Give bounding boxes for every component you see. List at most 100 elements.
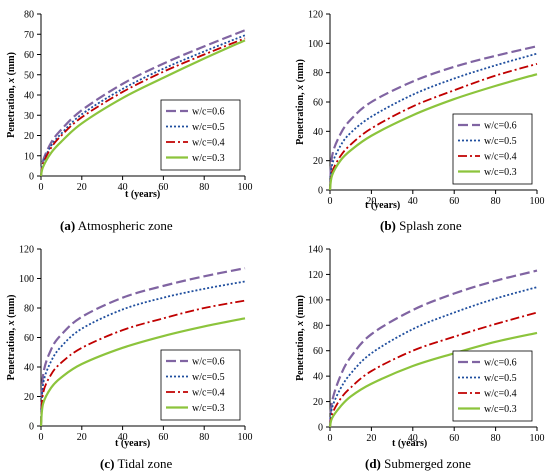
chart-a: 0 10 20 30 40 50 60 70 80 0 20 40 60 80 100 t (years) Pe… xyxy=(6,10,253,201)
y-tick-label: 10 xyxy=(24,151,34,162)
series-line-wc-0.4 xyxy=(40,37,246,177)
legend-label: w/c=0.3 xyxy=(192,403,225,414)
legend: w/c=0.6 w/c=0.5 w/c=0.4 w/c=0.3 xyxy=(452,113,533,185)
x-tick-label: 0 xyxy=(39,182,44,193)
x-tick-label: 0 xyxy=(328,196,333,207)
series-line-wc-0.5 xyxy=(329,286,538,428)
y-tick-label: 100 xyxy=(308,295,323,306)
legend-label: w/c=0.3 xyxy=(192,153,225,164)
y-tick-label: 50 xyxy=(24,70,34,81)
x-axis-title: t (years) xyxy=(365,200,400,211)
x-tick-label: 20 xyxy=(366,433,376,444)
legend-label: w/c=0.6 xyxy=(192,107,225,118)
x-tick-label: 60 xyxy=(449,196,459,207)
chart-b: 0 20 40 60 80 100 120 0 20 40 60 80 100 t (years) Pene… xyxy=(295,10,545,212)
y-tick-label: 0 xyxy=(318,423,323,434)
y-tick-label: 20 xyxy=(24,131,34,142)
series-line-wc-0.4 xyxy=(40,299,246,427)
y-tick-label: 60 xyxy=(313,98,323,109)
y-tick-label: 20 xyxy=(24,392,34,403)
series-line-wc-0.5 xyxy=(40,280,246,427)
legend-label: w/c=0.4 xyxy=(192,138,225,149)
x-tick-label: 100 xyxy=(530,433,545,444)
y-tick-label: 20 xyxy=(313,397,323,408)
y-tick-label: 30 xyxy=(24,111,34,122)
y-axis-title: Penetration, x (mm) xyxy=(6,295,17,381)
y-tick-label: 120 xyxy=(19,245,34,256)
y-tick-label: 80 xyxy=(24,304,34,315)
caption-a-letter: (a) xyxy=(60,218,76,233)
legend-label: w/c=0.4 xyxy=(192,388,225,399)
chart-d: 0 20 40 60 80 100 120 140 0 20 40 60 80 100 t (years) P… xyxy=(295,245,545,450)
y-tick-label: 60 xyxy=(24,50,34,61)
series-line-wc-0.3 xyxy=(328,331,538,428)
y-tick-label: 80 xyxy=(24,10,34,21)
y-tick-label: 80 xyxy=(313,321,323,332)
legend-label: w/c=0.5 xyxy=(484,136,517,147)
x-tick-label: 100 xyxy=(530,196,545,207)
y-tick-label: 0 xyxy=(318,186,323,197)
y-tick-label: 80 xyxy=(313,68,323,79)
series-line-wc-0.5 xyxy=(40,34,246,177)
legend-label: w/c=0.4 xyxy=(484,389,517,400)
legend-label: w/c=0.5 xyxy=(192,372,225,383)
caption-c-letter: (c) xyxy=(100,456,115,471)
legend-label: w/c=0.3 xyxy=(484,404,517,415)
x-tick-label: 40 xyxy=(118,432,128,443)
y-tick-label: 120 xyxy=(308,270,323,281)
legend: w/c=0.6 w/c=0.5 w/c=0.4 w/c=0.3 xyxy=(160,99,241,171)
y-tick-label: 60 xyxy=(313,346,323,357)
y-tick-label: 100 xyxy=(308,39,323,50)
x-tick-label: 40 xyxy=(408,433,418,444)
y-axis-title: Penetration, x (mm) xyxy=(6,52,17,138)
caption-d: (d) Submerged zone xyxy=(365,456,471,472)
legend-label: w/c=0.5 xyxy=(192,122,225,133)
chart-c: 0 20 40 60 80 100 120 0 20 40 60 80 100 t (years) Pene… xyxy=(6,245,253,450)
series-line-wc-0.5 xyxy=(329,52,538,191)
legend-label: w/c=0.6 xyxy=(484,121,517,132)
x-tick-label: 80 xyxy=(491,433,501,444)
y-tick-label: 0 xyxy=(29,422,34,433)
y-axis-title: Penetration, x (mm) xyxy=(295,59,306,145)
series-line-wc-0.4 xyxy=(329,63,538,191)
x-tick-label: 100 xyxy=(238,182,253,193)
caption-c-text: Tidal zone xyxy=(117,456,173,471)
y-tick-label: 60 xyxy=(24,333,34,344)
series-line-wc-0.6 xyxy=(328,45,538,191)
caption-d-letter: (d) xyxy=(365,456,381,471)
x-tick-label: 0 xyxy=(328,433,333,444)
legend-label: w/c=0.6 xyxy=(192,357,225,368)
x-tick-label: 100 xyxy=(238,432,253,443)
y-tick-label: 120 xyxy=(308,10,323,21)
y-tick-label: 40 xyxy=(313,127,323,138)
x-tick-label: 0 xyxy=(39,432,44,443)
x-tick-label: 20 xyxy=(77,182,87,193)
y-tick-label: 0 xyxy=(29,172,34,183)
x-tick-label: 20 xyxy=(77,432,87,443)
series-line-wc-0.6 xyxy=(39,267,246,427)
caption-a: (a) Atmospheric zone xyxy=(60,218,173,234)
y-axis-title: Penetration, x (mm) xyxy=(295,295,306,381)
series-line-wc-0.3 xyxy=(328,73,538,191)
y-tick-label: 40 xyxy=(24,91,34,102)
x-axis-title: t (years) xyxy=(125,189,160,200)
caption-b-letter: (b) xyxy=(380,218,396,233)
legend-label: w/c=0.4 xyxy=(484,152,517,163)
x-tick-label: 80 xyxy=(199,182,209,193)
x-tick-label: 60 xyxy=(158,182,168,193)
y-tick-label: 100 xyxy=(19,274,34,285)
x-axis-title: t (years) xyxy=(392,438,427,449)
x-tick-label: 40 xyxy=(118,182,128,193)
legend-label: w/c=0.5 xyxy=(484,373,517,384)
legend-label: w/c=0.6 xyxy=(484,358,517,369)
caption-a-text: Atmospheric zone xyxy=(77,218,173,233)
x-tick-label: 60 xyxy=(449,433,459,444)
legend: w/c=0.6 w/c=0.5 w/c=0.4 w/c=0.3 xyxy=(452,350,533,422)
y-tick-label: 20 xyxy=(313,156,323,167)
x-axis-title: t (years) xyxy=(115,438,150,449)
caption-b-text: Splash zone xyxy=(399,218,462,233)
x-tick-label: 20 xyxy=(366,196,376,207)
caption-c: (c) Tidal zone xyxy=(100,456,172,472)
series-line-wc-0.6 xyxy=(328,269,538,428)
